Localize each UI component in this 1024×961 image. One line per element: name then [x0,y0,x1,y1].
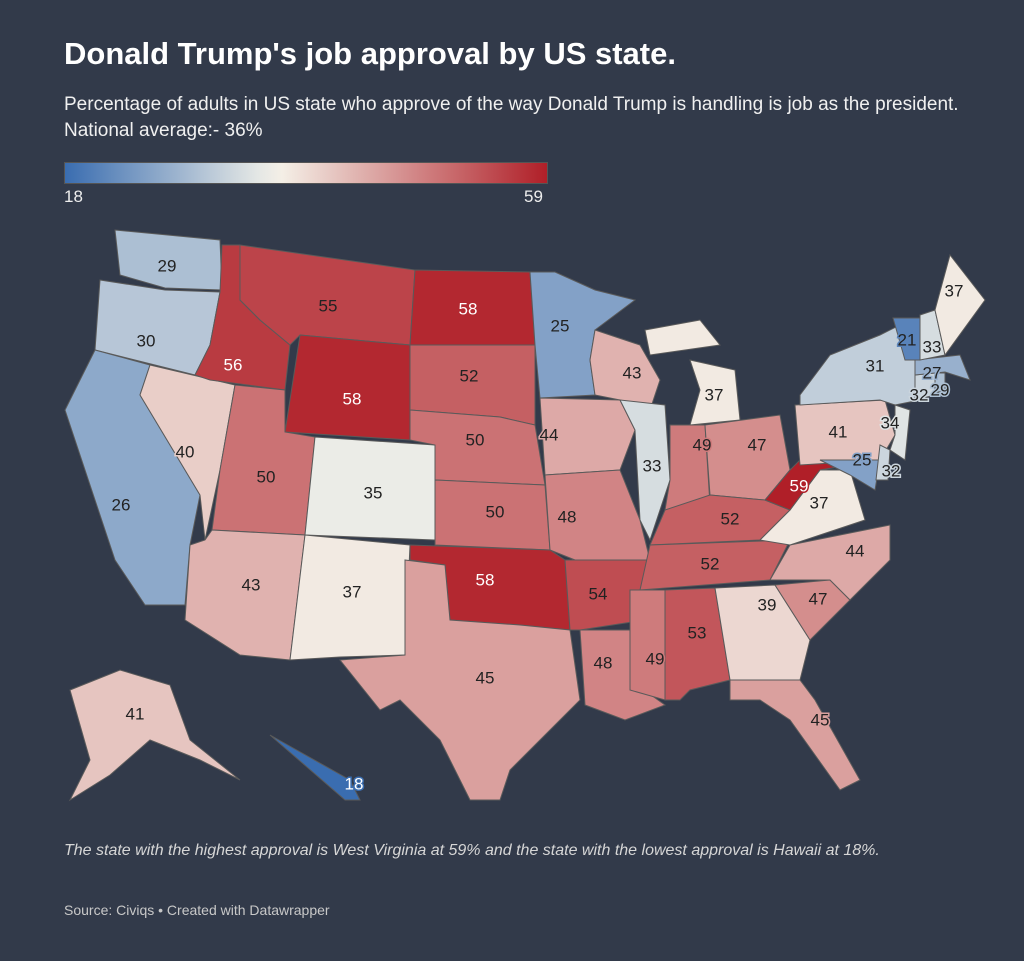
state-label-in: 49 [693,435,712,454]
state-md[interactable] [819,459,881,491]
state-label-ks: 50 [486,502,505,521]
state-label-nd: 58 [459,299,478,318]
state-nm[interactable] [289,534,411,661]
state-label-ak: 41 [126,704,145,723]
state-label-ct: 32 [910,385,929,404]
state-label-il: 33 [643,456,662,475]
state-label-or: 30 [137,331,156,350]
state-label-ky: 52 [721,509,740,528]
state-label-sc: 47 [809,589,828,608]
state-ri[interactable] [934,372,946,394]
chart-subtitle: Percentage of adults in US state who app… [64,94,959,141]
state-label-ok: 58 [476,570,495,589]
state-label-al: 53 [688,623,707,642]
state-label-fl: 45 [811,710,830,729]
state-label-tn: 52 [701,554,720,573]
chart-source: Source: Civiqs • Created with Datawrappe… [64,902,330,918]
state-label-de: 32 [882,461,901,480]
state-wa[interactable] [114,229,223,291]
state-il[interactable] [619,399,671,542]
state-tx[interactable] [339,559,581,801]
state-label-ia: 44 [540,425,559,444]
state-fl[interactable] [729,679,861,791]
state-label-ut: 50 [257,467,276,486]
state-mi[interactable] [644,319,741,426]
state-label-hi: 18 [345,774,364,793]
state-label-md: 25 [853,450,872,469]
state-ia[interactable] [539,397,636,476]
state-me[interactable] [934,253,986,357]
state-label-ma: 27 [923,363,942,382]
chart-note: The state with the highest approval is W… [64,842,880,859]
state-label-vt: 21 [898,330,917,349]
state-label-id: 56 [224,355,243,374]
state-label-wy: 58 [343,389,362,408]
state-wy[interactable] [284,334,411,441]
color-legend [64,162,548,184]
state-label-co: 35 [364,483,383,502]
chart-title: Donald Trump's job approval by US state. [64,36,676,71]
state-label-ga: 39 [758,595,777,614]
state-label-ny: 31 [866,356,885,375]
state-label-mo: 48 [558,507,577,526]
state-label-ms: 49 [646,649,665,668]
state-label-nm: 37 [343,582,362,601]
state-label-nj: 34 [881,413,900,432]
state-label-nv: 40 [176,442,195,461]
state-label-mi: 37 [705,385,724,404]
state-label-az: 43 [242,575,261,594]
state-label-oh: 47 [748,435,767,454]
state-label-wa: 29 [158,256,177,275]
state-label-ca: 26 [112,495,131,514]
state-label-nh: 33 [923,337,942,356]
state-label-nc: 44 [846,541,865,560]
state-label-sd: 52 [460,366,479,385]
state-label-ar: 54 [589,584,608,603]
state-ma[interactable] [914,354,971,381]
state-hi[interactable] [269,734,361,801]
state-ny[interactable] [799,319,921,406]
state-label-ri: 29 [931,380,950,399]
state-label-wi: 43 [623,363,642,382]
legend-min-label: 18 [64,187,83,206]
state-label-mt: 55 [319,296,338,315]
state-label-va: 37 [810,493,829,512]
us-state-map: 29 30 26 40 56 55 58 50 35 43 37 58 52 50 50 58 45 25 44 48… [64,229,986,802]
state-de[interactable] [875,444,891,481]
state-label-wv: 59 [790,476,809,495]
state-label-me: 37 [945,281,964,300]
state-nj[interactable] [889,404,911,461]
state-label-ne: 50 [466,430,485,449]
state-label-mn: 25 [551,316,570,335]
state-ms[interactable] [629,589,666,701]
state-label-tx: 45 [476,668,495,687]
state-ar[interactable] [564,559,651,631]
legend-max-label: 59 [524,187,543,206]
state-az[interactable] [184,529,306,661]
state-ak[interactable] [68,669,241,802]
state-label-la: 48 [594,653,613,672]
state-label-pa: 41 [829,422,848,441]
